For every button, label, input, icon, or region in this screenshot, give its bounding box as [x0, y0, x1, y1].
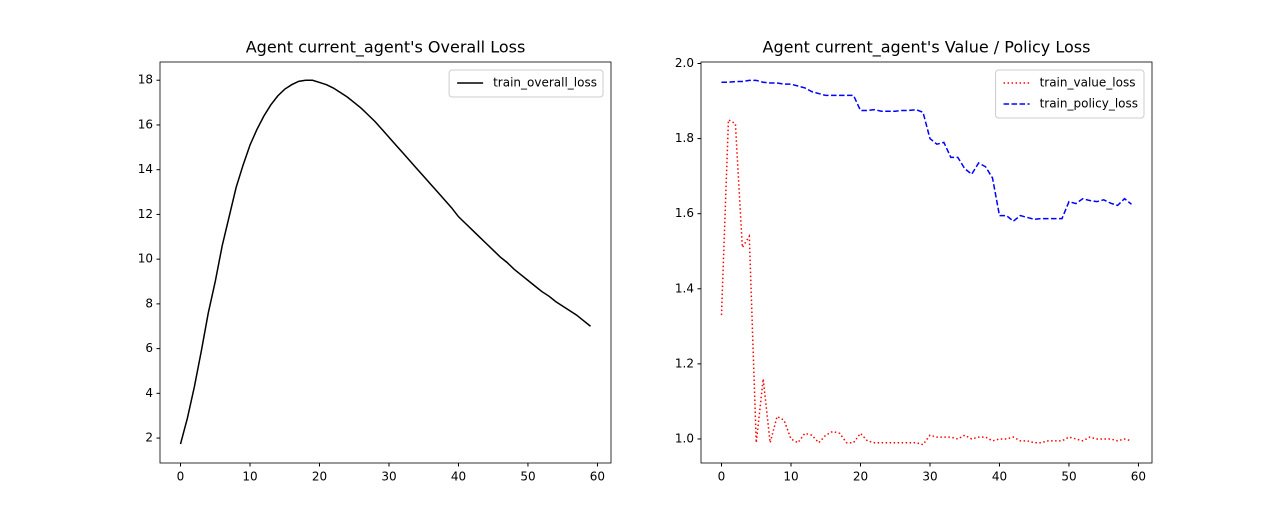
y-tick-label: 18: [138, 73, 153, 87]
subplot: Agent current_agent's Value / Policy Los…: [675, 38, 1153, 484]
y-tick-label: 14: [138, 162, 153, 176]
line: [720, 118, 1132, 446]
x-tick-label: 50: [1061, 470, 1076, 484]
y-tick-label: 4: [145, 386, 153, 400]
x-tick-label: 10: [242, 470, 257, 484]
subplot: Agent current_agent's Overall Loss 0 10 20 3…: [138, 38, 612, 484]
y-tick-label: 10: [138, 252, 153, 266]
x-tick-label: 30: [381, 470, 396, 484]
chart-title: Agent current_agent's Overall Loss: [246, 38, 526, 58]
y-tick-label: 1.2: [675, 356, 694, 370]
y-tick-label: 1.0: [675, 431, 694, 445]
x-tick-label: 30: [922, 470, 937, 484]
x-tick-label: 40: [992, 470, 1007, 484]
y-tick-label: 1.8: [675, 131, 694, 145]
x-tick-label: 20: [312, 470, 327, 484]
x-tick-label: 0: [718, 470, 726, 484]
x-tick-label: 0: [177, 470, 185, 484]
legend-box: [448, 69, 604, 98]
line: [179, 79, 591, 445]
axes-frame: [700, 61, 1153, 464]
x-tick-label: 50: [520, 470, 535, 484]
x-tick-label: 60: [1131, 470, 1146, 484]
y-tick-label: 1.4: [675, 281, 694, 295]
y-tick-label: 2: [145, 431, 153, 445]
legend-label: train_value_loss: [1040, 76, 1136, 90]
y-tick-label: 16: [138, 117, 153, 131]
legend-box: [995, 69, 1145, 119]
y-tick-label: 6: [145, 341, 153, 355]
y-tick-label: 2.0: [675, 56, 694, 70]
x-tick-label: 60: [590, 470, 605, 484]
axes-frame: [159, 61, 612, 464]
line: [721, 79, 1132, 223]
legend-label: train_policy_loss: [1040, 97, 1138, 111]
y-tick-label: 12: [138, 207, 153, 221]
x-tick-label: 40: [451, 470, 466, 484]
y-tick-label: 8: [145, 296, 153, 310]
chart-title: Agent current_agent's Value / Policy Los…: [763, 38, 1091, 58]
x-tick-label: 20: [853, 470, 868, 484]
legend-label: train_overall_loss: [493, 76, 597, 90]
y-tick-label: 1.6: [675, 206, 694, 220]
x-tick-label: 10: [783, 470, 798, 484]
